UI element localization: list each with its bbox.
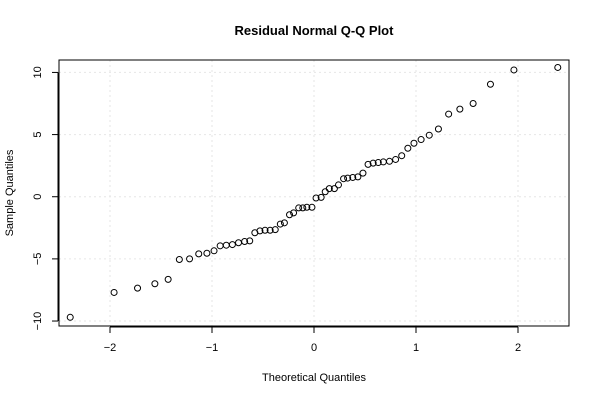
x-axis: −2 −1 0 1 2 [104,326,521,354]
data-point [334,181,342,189]
data-point [164,275,172,283]
data-point [241,237,249,245]
data-point [392,155,400,163]
data-point [554,63,562,71]
data-point [266,226,274,234]
data-point [151,280,159,288]
data-point [299,204,307,212]
data-point [308,203,316,211]
x-tick-label-3: 1 [413,342,419,354]
data-point [280,219,288,227]
data-point [385,157,393,165]
y-tick-label-4: 10 [32,66,44,78]
plot-frame [58,59,570,327]
data-point [261,226,269,234]
y-tick-label-2: 0 [32,194,44,200]
data-point [445,110,453,118]
x-tick-label-0: −2 [104,342,117,354]
x-tick-label-1: −1 [206,342,219,354]
data-point [186,255,194,263]
data-point [340,175,348,183]
data-point [134,284,142,292]
data-point [276,220,284,228]
x-tick-label-4: 2 [515,342,521,354]
data-point [349,173,357,181]
data-point [434,125,442,133]
data-point [256,227,264,235]
data-point [66,313,74,321]
data-point [410,139,418,147]
data-point [110,288,118,296]
x-axis-label: Theoretical Quantiles [262,372,366,384]
grid-lines [59,60,569,326]
data-point [317,193,325,201]
data-point [359,169,367,177]
data-point [344,174,352,182]
data-point [246,237,254,245]
data-point [364,160,372,168]
data-point [404,144,412,152]
data-point [456,105,464,113]
data-point [175,256,183,263]
data-point [295,204,303,212]
data-point [203,249,211,257]
data-points [66,63,562,321]
data-point [369,159,377,167]
x-tick-label-2: 0 [311,342,317,354]
data-point [228,241,236,249]
data-point [398,152,406,160]
data-point [325,185,333,193]
data-point [486,80,494,88]
data-point [271,226,279,234]
data-point [195,250,203,258]
data-point [330,185,338,193]
data-point [303,203,311,211]
y-tick-label-1: −5 [32,253,44,266]
data-point [312,194,320,202]
data-point [510,66,518,74]
y-axis-label: Sample Quantiles [4,149,16,236]
data-point [417,136,425,144]
chart-title: Residual Normal Q-Q Plot [235,23,395,38]
data-point [469,100,477,108]
data-point [210,247,218,255]
data-point [290,209,298,217]
data-point [374,159,382,167]
y-axis: −10 −5 0 5 10 [32,66,59,331]
data-point [425,131,433,139]
y-tick-label-3: 5 [32,132,44,138]
data-point [286,211,294,219]
data-point [354,173,362,181]
y-tick-label-0: −10 [32,312,44,331]
